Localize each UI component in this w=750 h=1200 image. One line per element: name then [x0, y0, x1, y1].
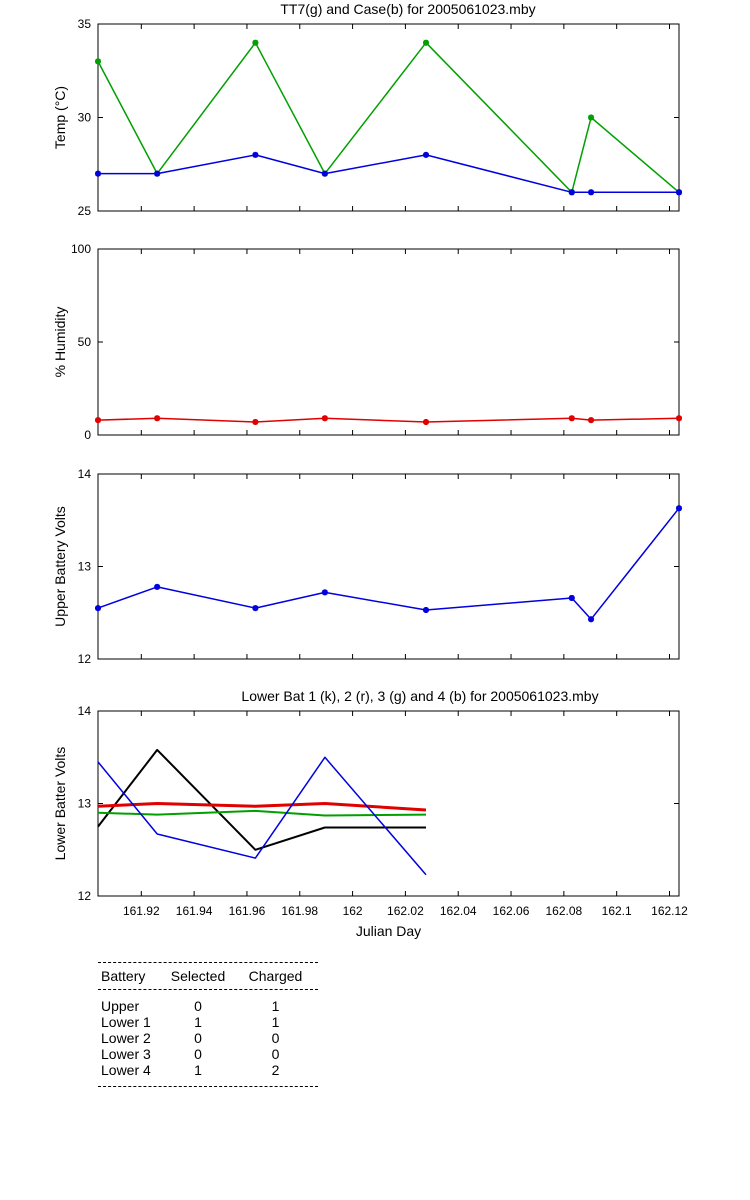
header-charged: Charged [248, 968, 303, 984]
row-battery: Lower 3 [101, 1046, 151, 1062]
row-charged: 0 [271, 1046, 280, 1062]
chart-title: TT7(g) and Case(b) for 2005061023.mby [280, 1, 535, 17]
y-tick-label: 14 [78, 467, 92, 481]
data-point [568, 189, 575, 196]
data-point [252, 151, 259, 158]
header-battery: Battery [101, 968, 146, 984]
x-tick-label: 162.02 [387, 904, 424, 918]
data-point [252, 418, 259, 425]
data-point [676, 415, 682, 422]
y-tick-label: 13 [78, 560, 92, 574]
series-line [97, 507, 680, 620]
data-point [568, 594, 575, 601]
series-line [98, 154, 679, 194]
y-axis-label: Temp (°C) [52, 86, 68, 149]
data-point [588, 114, 595, 121]
row-selected: 1 [194, 1014, 202, 1030]
series-line [97, 756, 427, 876]
data-point [95, 58, 101, 65]
data-point [154, 415, 161, 422]
series-line [97, 802, 427, 812]
data-point [423, 418, 430, 425]
y-axis-label: % Humidity [52, 307, 68, 378]
y-axis-label: Upper Battery Volts [52, 506, 68, 627]
y-tick-label: 25 [78, 204, 92, 218]
plot-frame [97, 473, 680, 660]
y-tick-label: 35 [78, 17, 92, 31]
row-selected: 0 [194, 998, 202, 1014]
y-tick-label: 30 [78, 111, 92, 125]
data-point [252, 605, 259, 612]
x-axis-label: Julian Day [356, 923, 421, 939]
data-point [154, 583, 161, 590]
table-header-row: Battery Selected Charged [98, 963, 318, 989]
table-divider [98, 989, 318, 990]
y-tick-label: 14 [78, 704, 92, 718]
data-point [676, 189, 682, 196]
table-row: Lower 3 0 0 [98, 1046, 318, 1062]
x-tick-label: 162.04 [440, 904, 477, 918]
x-tick-label: 161.94 [176, 904, 213, 918]
data-point [95, 170, 101, 177]
y-tick-label: 12 [78, 889, 92, 903]
data-point [588, 417, 595, 424]
data-point [423, 606, 430, 613]
row-charged: 1 [271, 998, 280, 1014]
row-selected: 0 [194, 1046, 202, 1062]
table-divider [98, 1086, 318, 1087]
row-battery: Lower 4 [101, 1062, 151, 1078]
table-divider [98, 962, 318, 963]
data-point [95, 605, 101, 612]
series-line [97, 748, 426, 851]
row-charged: 0 [271, 1030, 280, 1046]
data-point [252, 39, 259, 46]
row-battery: Lower 2 [101, 1030, 151, 1046]
data-point [95, 417, 101, 424]
y-axis-label: Lower Batter Volts [52, 747, 68, 861]
header-selected: Selected [170, 968, 226, 984]
y-tick-label: 50 [78, 335, 92, 349]
table-row: Lower 4 1 2 [98, 1062, 318, 1078]
row-selected: 1 [194, 1062, 202, 1078]
row-battery: Lower 1 [101, 1014, 151, 1030]
data-point [321, 415, 328, 422]
x-tick-label: 162 [343, 904, 363, 918]
data-point [588, 189, 595, 196]
table-row: Upper 0 1 [98, 998, 318, 1014]
row-charged: 2 [271, 1062, 280, 1078]
table-row: Lower 2 0 0 [98, 1030, 318, 1046]
data-point [676, 505, 682, 512]
x-tick-label: 162.1 [602, 904, 632, 918]
row-battery: Upper [101, 998, 140, 1014]
x-tick-label: 161.96 [229, 904, 266, 918]
x-tick-label: 162.12 [651, 904, 688, 918]
data-point [568, 415, 575, 422]
row-charged: 1 [271, 1014, 280, 1030]
plot-frame [97, 248, 680, 436]
data-point [423, 151, 430, 158]
series-line [97, 41, 680, 194]
battery-table: Battery Selected Charged Upper 0 1 Lower… [98, 962, 318, 1087]
x-tick-label: 162.06 [493, 904, 530, 918]
chart-title: Lower Bat 1 (k), 2 (r), 3 (g) and 4 (b) … [241, 688, 598, 704]
data-point [321, 170, 328, 177]
y-tick-label: 12 [78, 652, 92, 666]
data-point [588, 616, 595, 623]
data-point [321, 589, 328, 596]
x-tick-label: 161.92 [123, 904, 160, 918]
table-row: Lower 1 1 1 [98, 1014, 318, 1030]
data-point [423, 39, 430, 46]
row-selected: 0 [194, 1030, 202, 1046]
y-tick-label: 0 [84, 428, 91, 442]
y-tick-label: 100 [71, 242, 91, 256]
y-tick-label: 13 [78, 797, 92, 811]
data-point [154, 170, 161, 177]
x-tick-label: 162.08 [546, 904, 583, 918]
series-line [97, 417, 680, 423]
series-line [97, 809, 427, 817]
x-tick-label: 161.98 [281, 904, 318, 918]
charts-canvas: 25 30 35 TT7(g) and Case(b) for 2005061023.… [52, 1, 688, 939]
